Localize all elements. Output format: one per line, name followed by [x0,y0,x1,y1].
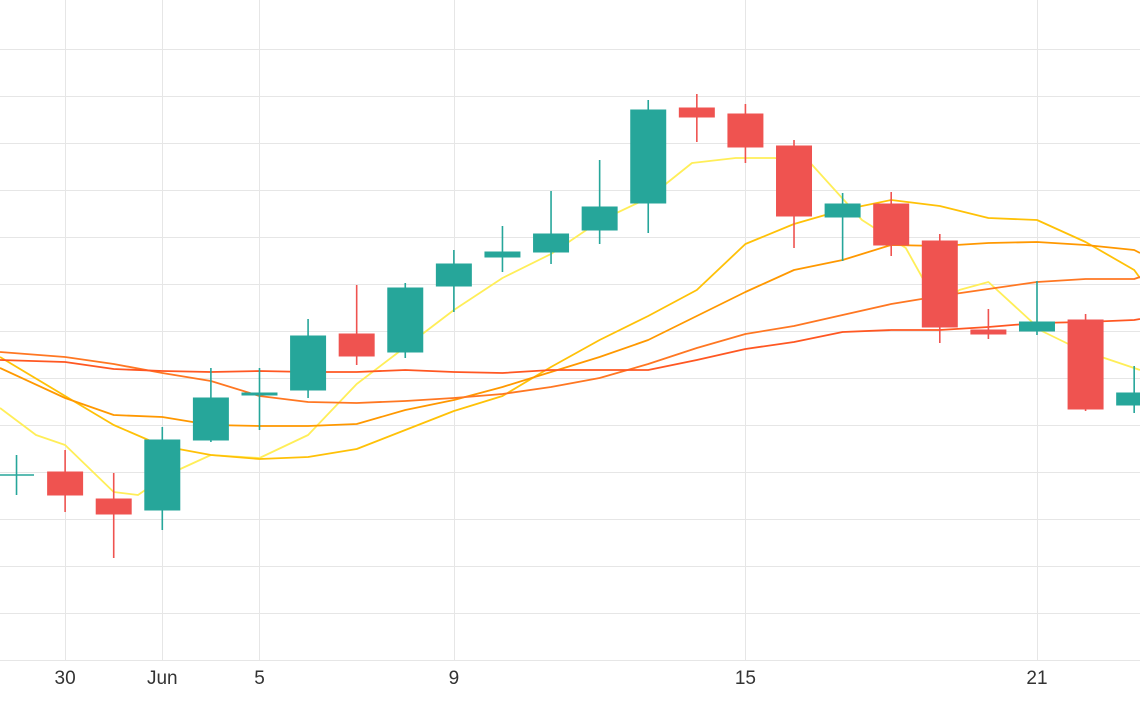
candle-body [727,113,764,148]
candle-down [727,104,764,163]
candle-down [921,234,958,343]
candle-down [95,473,132,558]
candle-down [338,285,375,365]
candle-up [1116,366,1140,413]
candle-up [1018,281,1055,335]
moving-average-line-5 [0,318,1140,374]
candle-up [533,191,570,264]
grid-lines [0,0,1140,661]
x-tick-label: 15 [735,668,756,689]
x-tick-label: 5 [254,668,265,689]
candle-body [144,439,181,511]
candle-body [1116,392,1140,406]
candle-down [873,192,910,256]
candle-up [581,160,618,244]
candle-body [95,498,132,515]
candle-up [387,283,424,358]
candle-body [581,206,618,231]
candle-body [192,397,229,441]
candle-up [144,427,181,530]
candle-up [290,319,327,398]
candle-body [630,109,667,204]
candle-up [0,455,35,495]
x-tick-label: 30 [55,668,76,689]
candle-up [192,368,229,442]
candle-up [630,100,667,233]
candle-down [776,140,813,248]
candle-body [387,287,424,353]
candle-up [824,193,861,261]
candle-body [435,263,472,287]
moving-average-line-3 [0,241,1140,427]
candle-up [435,250,472,312]
candles [0,94,1140,558]
candle-down [970,309,1007,339]
candle-body [241,392,278,396]
candle-body [873,203,910,246]
candle-up [484,226,521,272]
candle-body [47,471,84,496]
x-tick-label: Jun [147,668,178,689]
candle-body [970,329,1007,335]
x-tick-label: 21 [1026,668,1047,689]
candle-down [47,450,84,512]
x-axis-tick-labels: 30Jun59152127 [55,668,1048,689]
candle-body [1018,321,1055,332]
candle-body [1067,319,1104,410]
candle-body [776,145,813,217]
candle-body [290,335,327,391]
x-tick-label: 9 [449,668,460,689]
candle-up [241,368,278,430]
candle-body [484,251,521,258]
candle-down [1067,314,1104,411]
moving-average-line-4 [0,276,1140,404]
candle-body [678,107,715,118]
candle-body [338,333,375,357]
candle-body [921,240,958,328]
candle-body [533,233,570,253]
candle-down [678,94,715,142]
candle-body [824,203,861,218]
moving-average-line-2 [0,199,1140,460]
